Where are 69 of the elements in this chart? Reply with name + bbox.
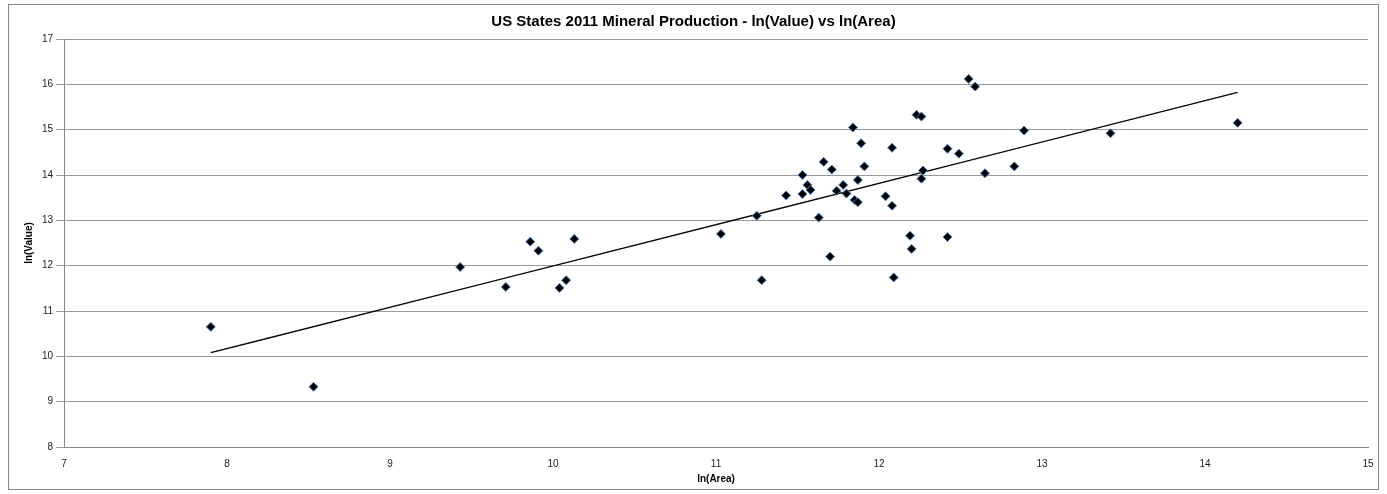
point: [970, 81, 981, 92]
point: [525, 236, 536, 247]
point: [942, 143, 953, 154]
y-tick-label: 15: [42, 123, 54, 135]
y-tick-label: 12: [42, 259, 54, 271]
point: [805, 184, 816, 195]
point: [797, 170, 808, 180]
point: [813, 212, 824, 223]
point: [963, 73, 974, 84]
point: [1105, 128, 1116, 139]
point: [942, 232, 953, 243]
point: [953, 148, 964, 159]
point: [1009, 161, 1020, 172]
point: [818, 156, 829, 167]
x-tick-label: 10: [547, 457, 560, 469]
point: [888, 272, 899, 283]
point: [756, 275, 767, 286]
x-tick-label: 8: [224, 457, 231, 469]
point: [781, 190, 792, 201]
point: [308, 381, 319, 392]
chart-title: US States 2011 Mineral Production - ln(Value) vs ln(Area): [491, 12, 896, 30]
x-tick-label: 15: [1362, 457, 1374, 469]
point: [838, 179, 849, 190]
y-axis-title: ln(Value): [22, 222, 34, 264]
x-tick-label: 13: [1036, 457, 1049, 469]
point: [554, 282, 565, 293]
point: [455, 262, 466, 273]
point: [826, 164, 837, 175]
y-tick-label: 13: [42, 214, 54, 226]
x-tick-label: 12: [873, 457, 886, 469]
point: [887, 200, 898, 211]
point: [205, 321, 216, 332]
point: [859, 161, 870, 172]
y-tick-label: 17: [42, 32, 54, 44]
point: [979, 168, 990, 179]
y-tick-label: 9: [47, 395, 54, 407]
point: [1019, 125, 1030, 136]
x-tick-label: 14: [1199, 457, 1212, 469]
point: [852, 174, 863, 185]
x-tick-label: 9: [387, 457, 394, 469]
y-tick-label: 16: [42, 78, 54, 90]
point: [880, 191, 891, 202]
y-tick-label: 8: [47, 440, 54, 452]
point: [918, 165, 929, 176]
point: [847, 122, 858, 133]
point: [916, 173, 927, 184]
point: [841, 188, 852, 199]
y-tick-label: 14: [42, 168, 54, 180]
x-tick-label: 11: [710, 457, 722, 469]
x-axis-title: ln(Area): [697, 472, 735, 484]
point: [533, 245, 544, 256]
point: [797, 189, 808, 200]
point: [1232, 117, 1243, 128]
y-tick-label: 10: [42, 350, 54, 362]
point: [887, 142, 898, 153]
point: [825, 251, 836, 262]
point: [856, 138, 867, 149]
point: [500, 281, 511, 292]
x-tick-label: 7: [61, 457, 68, 469]
point: [561, 275, 572, 286]
point: [831, 185, 842, 196]
point: [715, 228, 726, 239]
point: [906, 243, 917, 254]
point: [905, 230, 916, 241]
point: [802, 179, 813, 190]
point: [916, 111, 927, 122]
point: [569, 233, 580, 244]
y-tick-label: 11: [42, 304, 54, 316]
point: [751, 210, 762, 221]
